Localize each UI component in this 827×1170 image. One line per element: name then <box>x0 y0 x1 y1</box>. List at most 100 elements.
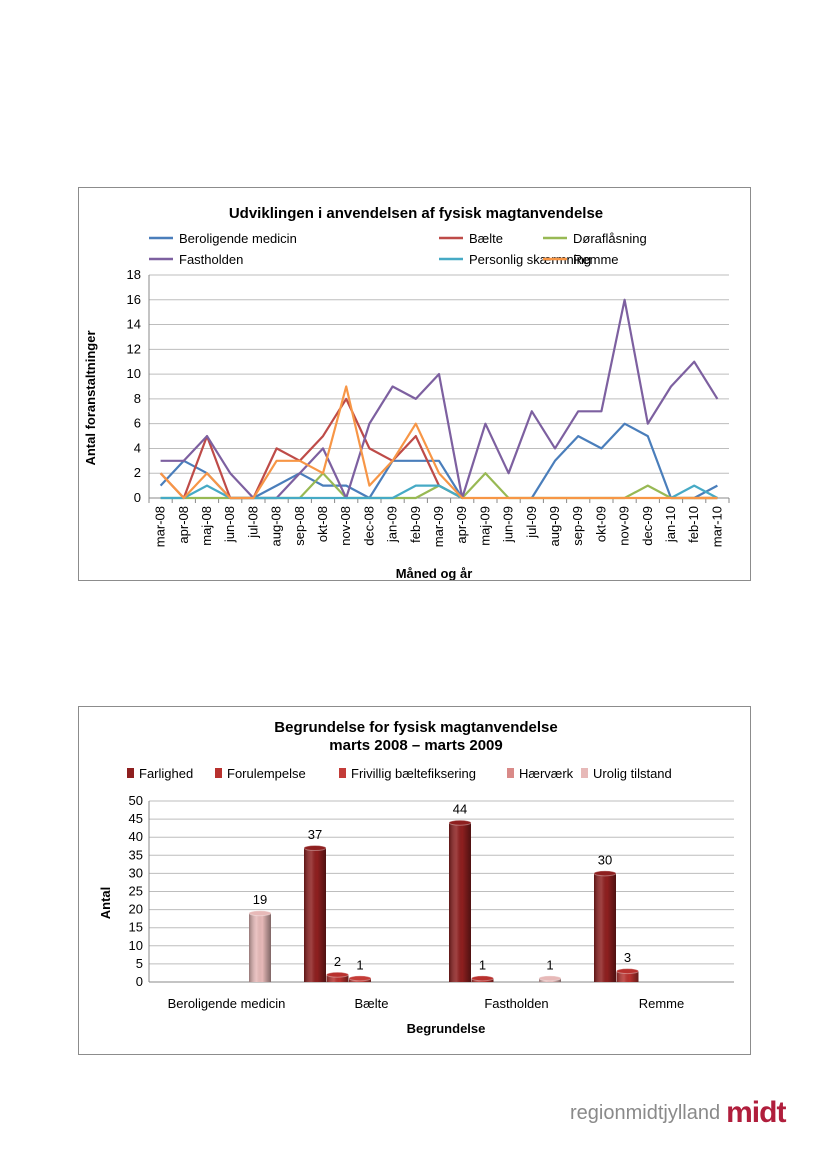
y-tick-label: 6 <box>134 416 141 431</box>
x-tick-label: dec-09 <box>640 506 655 546</box>
bar-shade <box>326 974 349 982</box>
y-tick-label: 2 <box>134 465 141 480</box>
legend-swatch <box>581 768 588 778</box>
legend-swatch <box>339 768 346 778</box>
y-tick-label: 8 <box>134 391 141 406</box>
legend-label: Døraflåsning <box>573 231 647 246</box>
series-line-bælte <box>159 397 463 500</box>
data-label: 3 <box>624 950 631 965</box>
bar-top <box>616 968 639 975</box>
bars <box>248 819 639 982</box>
y-tick-label: 0 <box>136 974 143 989</box>
data-label: 30 <box>598 852 612 867</box>
legend-label: Frivillig bæltefiksering <box>351 766 476 781</box>
data-label: 1 <box>546 957 553 972</box>
logo-text-region: region <box>570 1102 626 1124</box>
x-tick-label: mar-10 <box>709 506 724 547</box>
y-tick-label: 40 <box>129 829 143 844</box>
bar-shade <box>594 873 616 982</box>
y-tick-label: 0 <box>134 490 141 505</box>
y-tick-label: 16 <box>127 292 141 307</box>
x-tick-label: aug-09 <box>547 506 562 546</box>
legend-label: Farlighed <box>139 766 193 781</box>
y-tick-label: 30 <box>129 865 143 880</box>
bar-shade <box>449 822 471 982</box>
x-axis-label: Begrundelse <box>407 1021 486 1036</box>
legend-label: Bælte <box>469 231 503 246</box>
x-tick-label: aug-08 <box>269 506 284 546</box>
chart-title: Udviklingen i anvendelsen af fysisk magt… <box>229 205 603 222</box>
logo-mark: midt <box>726 1096 786 1129</box>
legend-label: Remme <box>573 252 619 267</box>
x-tick-label: mar-09 <box>431 506 446 547</box>
x-tick-label: Remme <box>639 996 685 1011</box>
x-tick-label: maj-09 <box>477 506 492 546</box>
x-tick-label: Bælte <box>355 996 389 1011</box>
x-tick-label: maj-08 <box>199 506 214 546</box>
grid-lines <box>149 274 729 499</box>
y-axis-label: Antal <box>98 887 113 920</box>
grid-lines <box>149 800 734 983</box>
bar-shade <box>616 971 639 982</box>
y-tick-label: 14 <box>127 317 141 332</box>
bar-chart-panel: Begrundelse for fysisk magtanvendelse ma… <box>78 706 751 1055</box>
legend-label: Beroligende medicin <box>179 231 297 246</box>
chart-legend: Farlighed Forulempelse Frivillig bæltefiks… <box>127 766 672 781</box>
y-tick-label: 50 <box>129 793 143 808</box>
x-tick-label: nov-08 <box>338 506 353 546</box>
chart-title: Begrundelse for fysisk magtanvendelse <box>274 719 557 736</box>
logo-text-midt: midt <box>625 1102 664 1124</box>
bar-chart: Begrundelse for fysisk magtanvendelse ma… <box>98 719 734 1036</box>
data-label: 2 <box>334 954 341 969</box>
x-tick-label: apr-09 <box>454 506 469 544</box>
y-tick-label: 18 <box>127 267 141 282</box>
bar-top <box>593 870 617 877</box>
bar-top <box>448 819 472 826</box>
y-tick-label: 20 <box>129 902 143 917</box>
x-tick-label: sep-08 <box>292 506 307 546</box>
data-label: 37 <box>308 827 322 842</box>
x-tick-label: feb-09 <box>408 506 423 543</box>
x-tick-label: apr-08 <box>176 506 191 544</box>
y-axis-label: Antal foranstaltninger <box>83 330 98 465</box>
y-tick-label: 15 <box>129 920 143 935</box>
x-tick-label: feb-10 <box>686 506 701 543</box>
y-tick-label: 12 <box>127 341 141 356</box>
x-tick-label: jun-08 <box>222 506 237 543</box>
x-tick-label: dec-08 <box>361 506 376 546</box>
x-tick-label: jan-10 <box>663 506 678 543</box>
x-tick-label: Fastholden <box>484 996 548 1011</box>
region-logo: regionmidtjylland midt <box>570 1096 786 1130</box>
legend-label: Urolig tilstand <box>593 766 672 781</box>
bar-top <box>326 971 349 978</box>
y-tick-label: 35 <box>129 847 143 862</box>
series-line-personlig-skærmning <box>670 484 718 499</box>
bar-top <box>538 975 562 982</box>
legend-label: Hærværk <box>519 766 574 781</box>
x-tick-label: mar-08 <box>153 506 168 547</box>
y-tick-label: 4 <box>134 440 141 455</box>
x-tick-label: nov-09 <box>617 506 632 546</box>
y-tick-label: 10 <box>127 366 141 381</box>
bar-shade <box>304 848 326 982</box>
bar-shade <box>249 913 271 982</box>
data-label: 44 <box>453 802 467 817</box>
x-tick-label: okt-08 <box>315 506 330 542</box>
data-label: 19 <box>253 892 267 907</box>
bar-top <box>348 975 372 982</box>
chart-legend: Beroligende medicin Bælte Døraflåsning Fast… <box>149 231 647 267</box>
legend-swatch <box>507 768 514 778</box>
y-tick-label: 10 <box>129 938 143 953</box>
bar-top <box>303 845 327 852</box>
axes: 0 5 10 15 20 25 30 35 40 45 50 Beroligende medicin B… <box>129 793 685 1011</box>
x-tick-label: okt-09 <box>593 506 608 542</box>
y-tick-label: 45 <box>129 811 143 826</box>
legend-label: Personlig skærmning <box>469 252 591 267</box>
y-tick-label: 25 <box>129 884 143 899</box>
x-tick-label: jan-09 <box>385 506 400 543</box>
line-chart: Udviklingen i anvendelsen af fysisk magt… <box>83 205 730 581</box>
axes: 0 2 4 6 8 10 12 14 16 18 mar-08 apr-08 maj-08 jun-08 j… <box>127 267 730 547</box>
data-label: 1 <box>479 957 486 972</box>
x-tick-label: jul-08 <box>245 506 260 539</box>
